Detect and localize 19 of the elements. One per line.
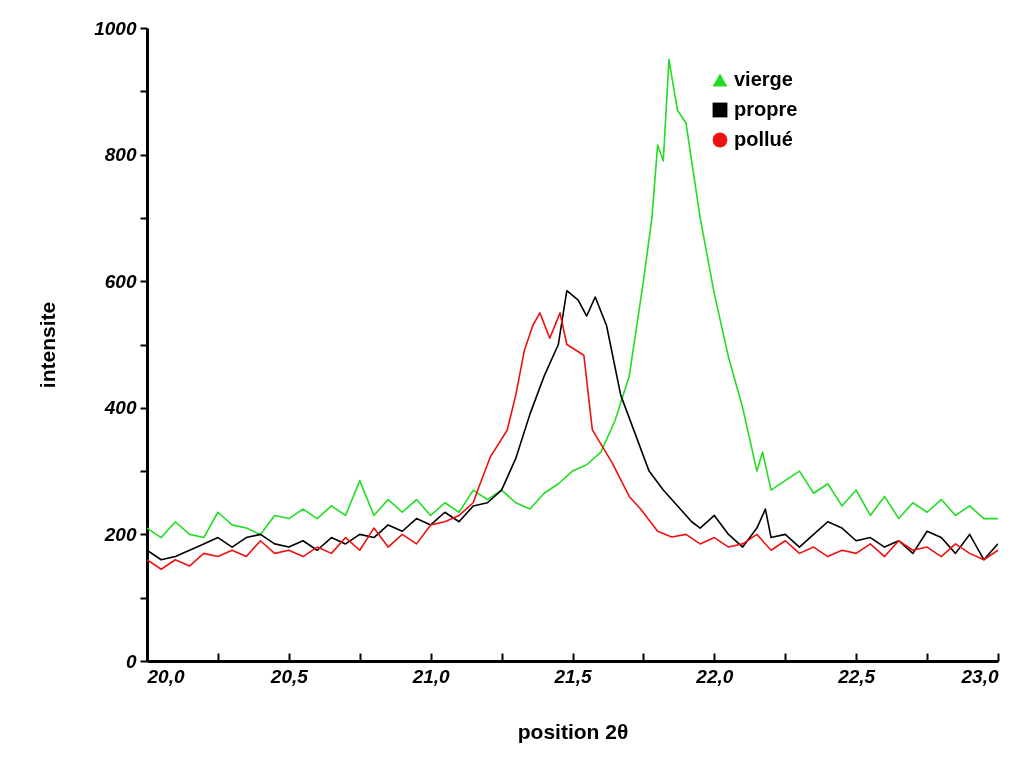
y-tick-label: 0 [125, 650, 137, 672]
line-series [147, 58, 998, 539]
y-tick-label: 800 [104, 144, 137, 166]
y-tick-label: 200 [103, 523, 137, 545]
y-tick-label: 400 [103, 397, 137, 419]
x-tick-label: 21,5 [553, 665, 592, 687]
legend-label: vierge [734, 68, 793, 90]
legend-label: propre [734, 98, 798, 120]
x-tick-label: 21,0 [411, 665, 451, 687]
legend-label: pollué [734, 128, 793, 150]
x-tick-label: 23,0 [960, 665, 999, 687]
x-tick-label: 20,5 [269, 665, 309, 687]
y-tick-label: 600 [104, 270, 137, 292]
y-tick-label: 1000 [94, 17, 137, 39]
x-axis-title: position 2θ [517, 719, 629, 743]
x-tick-label: 20,0 [146, 665, 185, 687]
y-axis-title: intensite [36, 301, 60, 389]
x-tick-label: 22,5 [837, 665, 876, 687]
x-tick-label: 22,0 [695, 665, 734, 687]
